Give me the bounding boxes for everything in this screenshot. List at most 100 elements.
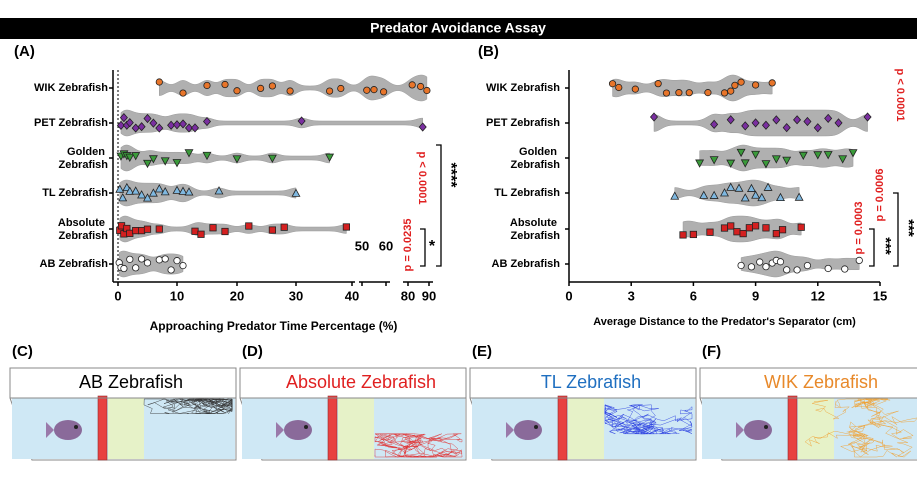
data-point bbox=[720, 89, 729, 97]
data-point bbox=[267, 154, 277, 163]
data-point bbox=[232, 155, 242, 164]
x-axis-label: Average Distance to the Predator's Separ… bbox=[593, 316, 856, 328]
predator-eye bbox=[764, 425, 768, 429]
data-point bbox=[137, 227, 146, 235]
swim-trajectory bbox=[374, 433, 463, 458]
data-point bbox=[756, 258, 764, 266]
data-point bbox=[726, 115, 735, 125]
data-point bbox=[154, 184, 164, 193]
data-point bbox=[178, 186, 188, 195]
label-line: Zebrafish bbox=[510, 159, 560, 171]
data-point bbox=[202, 151, 212, 161]
data-point bbox=[813, 151, 823, 160]
data-point bbox=[132, 227, 140, 235]
significance-bracket bbox=[869, 228, 875, 267]
separator bbox=[557, 395, 568, 461]
data-point bbox=[679, 231, 687, 239]
neutral-zone bbox=[798, 398, 834, 459]
predator-eye bbox=[304, 425, 308, 429]
x-tick-label: 15 bbox=[873, 288, 887, 303]
data-point bbox=[794, 192, 804, 201]
significance-annotation: *** bbox=[877, 237, 894, 255]
data-point bbox=[841, 265, 849, 273]
violin bbox=[653, 109, 868, 137]
data-point bbox=[161, 255, 169, 263]
swim-trajectory bbox=[604, 404, 693, 435]
data-point bbox=[363, 86, 371, 94]
data-point bbox=[190, 123, 200, 133]
data-point bbox=[793, 266, 801, 274]
data-point bbox=[736, 148, 746, 158]
data-point bbox=[727, 87, 735, 95]
significance-bracket bbox=[436, 144, 442, 267]
data-point bbox=[245, 222, 253, 230]
predator-fin bbox=[46, 422, 54, 438]
data-point bbox=[863, 112, 872, 122]
neutral-zone bbox=[338, 398, 374, 459]
data-point bbox=[155, 225, 163, 233]
x-tick-label: 12 bbox=[811, 288, 825, 303]
data-point bbox=[131, 186, 141, 195]
data-point bbox=[286, 87, 294, 95]
data-point bbox=[751, 190, 761, 199]
significance-annotation: p = 0.0235 bbox=[402, 219, 414, 272]
predator-fish bbox=[54, 420, 82, 440]
data-point bbox=[751, 81, 760, 89]
significance-annotation: p = 0.0003 bbox=[853, 202, 865, 255]
data-point bbox=[615, 83, 623, 92]
data-point bbox=[423, 86, 431, 95]
label-line: Golden bbox=[519, 146, 560, 158]
data-point bbox=[739, 229, 747, 238]
data-point bbox=[172, 185, 182, 194]
data-point bbox=[143, 159, 152, 169]
data-point bbox=[771, 155, 781, 164]
data-point bbox=[131, 152, 141, 161]
data-point bbox=[143, 259, 152, 267]
data-point bbox=[125, 153, 135, 162]
data-point bbox=[118, 193, 128, 202]
significance-annotation: * bbox=[429, 238, 436, 255]
data-point bbox=[143, 225, 152, 233]
data-point bbox=[704, 89, 712, 97]
data-point bbox=[699, 190, 709, 199]
data-point bbox=[776, 192, 785, 201]
data-point bbox=[824, 113, 833, 124]
data-point bbox=[813, 123, 822, 133]
data-point bbox=[727, 222, 735, 230]
data-point bbox=[408, 81, 416, 89]
data-point bbox=[297, 116, 306, 126]
data-point bbox=[268, 226, 277, 234]
violin bbox=[740, 250, 860, 278]
category-label: WIK Zebrafish bbox=[34, 82, 108, 94]
x-tick-label: 90 bbox=[422, 288, 436, 303]
x-tick-label: 0 bbox=[114, 288, 121, 303]
data-point bbox=[757, 192, 767, 202]
category-label: WIK Zebrafish bbox=[486, 82, 560, 94]
data-point bbox=[798, 151, 808, 161]
data-point bbox=[155, 256, 163, 264]
data-point bbox=[120, 264, 128, 273]
data-point bbox=[143, 113, 152, 124]
neutral-zone bbox=[568, 398, 604, 459]
data-point bbox=[137, 190, 147, 199]
predator-eye bbox=[74, 425, 78, 429]
x-tick-label: 50 bbox=[355, 238, 369, 253]
data-point bbox=[202, 116, 212, 127]
data-point bbox=[737, 78, 745, 86]
data-point bbox=[325, 87, 334, 95]
data-point bbox=[855, 256, 863, 264]
data-point bbox=[709, 156, 719, 165]
data-point bbox=[734, 183, 744, 192]
data-point bbox=[741, 121, 750, 131]
data-point bbox=[689, 230, 698, 239]
violin bbox=[612, 74, 773, 102]
category-label: Golden Zebrafish bbox=[58, 146, 108, 171]
data-point bbox=[221, 80, 229, 89]
label-line: Absolute bbox=[58, 217, 108, 229]
data-point bbox=[416, 82, 425, 91]
category-label: PET Zebrafish bbox=[486, 117, 560, 129]
data-point bbox=[280, 223, 288, 231]
data-point bbox=[793, 115, 802, 125]
significance-annotation: *** bbox=[900, 219, 917, 237]
x-tick-label: 40 bbox=[345, 288, 359, 303]
